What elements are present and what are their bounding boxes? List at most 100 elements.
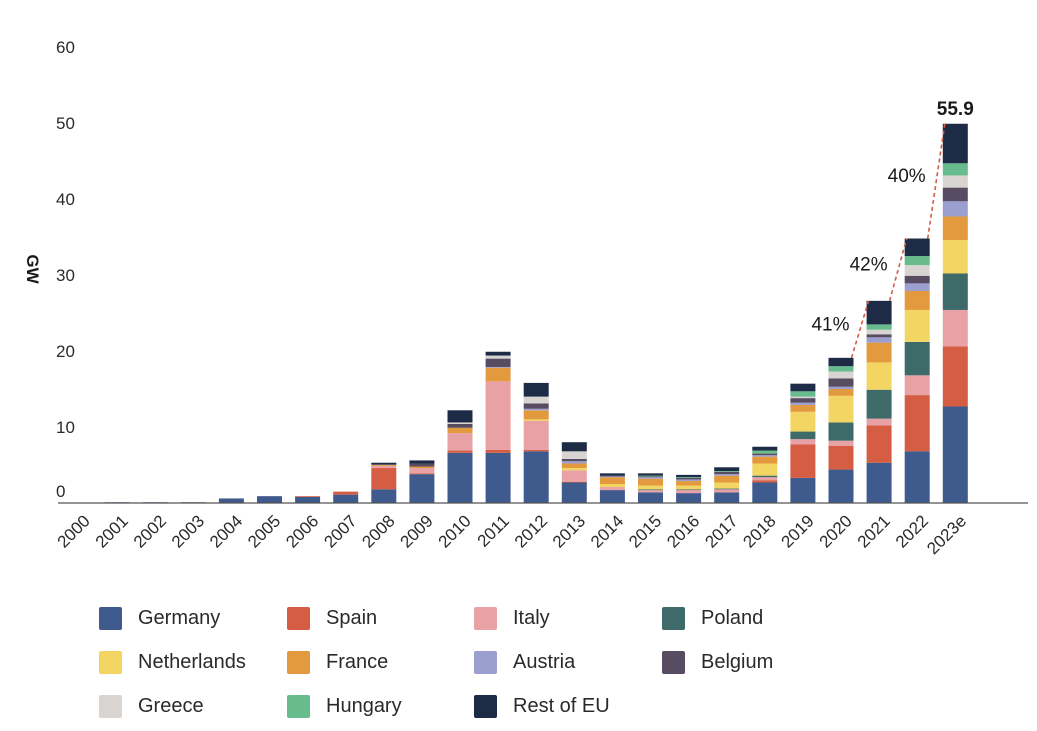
bar-segment-rest-of-eu-2020 [828, 357, 854, 367]
x-tick-label: 2007 [320, 511, 360, 551]
bars [104, 123, 968, 504]
x-tick-label: 2020 [816, 511, 856, 551]
bar-segment-belgium-2019 [790, 398, 816, 403]
bar-segment-spain-2010 [447, 450, 473, 453]
legend-item-netherlands: Netherlands [99, 647, 246, 677]
legend-item-rest-of-eu: Rest of EU [474, 691, 610, 721]
bar-segment-belgium-2014 [599, 475, 625, 477]
x-tick-label: 2004 [206, 511, 246, 551]
growth-rate-label: 41% [811, 314, 849, 335]
legend-label: Austria [513, 650, 576, 673]
bar-segment-italy-2011 [485, 381, 511, 450]
bar-segment-greece-2023e [942, 175, 968, 188]
bar-segment-italy-2022 [904, 375, 930, 396]
bar-segment-poland-2016 [676, 489, 702, 491]
bar-segment-germany-2016 [676, 493, 702, 503]
x-tick-label: 2017 [701, 511, 741, 551]
bar-segment-germany-2004 [218, 498, 244, 503]
bar-segment-france-2018 [752, 456, 778, 464]
bar-segment-germany-2022 [904, 451, 930, 503]
bar-segment-germany-2009 [409, 474, 435, 503]
bar-segment-italy-2010 [447, 433, 473, 451]
bar-segment-poland-2019 [790, 431, 816, 440]
x-tick-label: 2012 [511, 511, 551, 551]
bar-segment-belgium-2010 [447, 423, 473, 428]
bar-segment-rest-of-eu-2016 [676, 474, 702, 478]
bar-segment-italy-2019 [790, 439, 816, 445]
bar-segment-belgium-2008 [371, 464, 397, 466]
bar-segment-spain-2009 [409, 473, 435, 475]
legend-label: Spain [326, 606, 378, 629]
bar-segment-netherlands-2015 [638, 485, 663, 490]
x-axis-ticks: 2000200120022003200420052006200720082009… [54, 511, 970, 558]
bar-segment-austria-2014 [599, 476, 625, 478]
legend-swatch [474, 606, 497, 630]
bar-segment-austria-2013 [561, 461, 587, 464]
bar-segment-rest-of-eu-2021 [866, 300, 892, 325]
bar-segment-italy-2013 [561, 470, 587, 482]
bar-segment-germany-2006 [295, 496, 321, 503]
bar-segment-austria-2017 [714, 474, 740, 476]
bar-segment-belgium-2015 [638, 476, 663, 478]
bar-segment-greece-2022 [904, 265, 930, 276]
bar-segment-italy-2017 [714, 489, 740, 493]
x-tick-label: 2009 [397, 511, 437, 551]
bar-segment-france-2016 [676, 480, 702, 486]
bar-segment-poland-2018 [752, 475, 778, 478]
bar-segment-germany-2012 [523, 451, 549, 503]
x-tick-label: 2000 [54, 511, 94, 551]
bar-segment-spain-2008 [371, 468, 397, 490]
growth-connector [850, 300, 870, 359]
bar-segment-belgium-2011 [485, 358, 511, 367]
bar-segment-hungary-2022 [904, 256, 930, 266]
bar-segment-netherlands-2017 [714, 482, 740, 489]
x-tick-label: 2016 [663, 511, 703, 551]
bar-segment-spain-2018 [752, 480, 778, 483]
bar-segment-hungary-2017 [714, 471, 740, 472]
bar-segment-spain-2011 [485, 449, 511, 453]
bar-segment-netherlands-2012 [523, 419, 549, 421]
legend-item-greece: Greece [99, 691, 204, 721]
bar-segment-rest-of-eu-2018 [752, 446, 778, 451]
x-tick-label: 2003 [168, 511, 208, 551]
bar-segment-spain-2007 [333, 491, 359, 495]
bar-segment-hungary-2023e [942, 163, 968, 176]
growth-connector [888, 238, 908, 302]
legend-label: Belgium [701, 650, 774, 673]
legend-item-austria: Austria [474, 647, 575, 677]
bar-segment-france-2021 [866, 342, 892, 363]
bar-segment-austria-2019 [790, 402, 816, 405]
bar-segment-spain-2006 [295, 496, 321, 497]
bar-segment-germany-2020 [828, 469, 854, 503]
bar-segment-italy-2014 [599, 487, 625, 491]
bar-segment-netherlands-2014 [599, 484, 625, 488]
x-tick-label: 2011 [474, 511, 513, 550]
legend-label: Hungary [326, 694, 402, 717]
bar-segment-germany-2011 [485, 452, 511, 503]
bar-segment-austria-2018 [752, 455, 778, 457]
bar-segment-poland-2015 [638, 489, 663, 491]
bar-segment-netherlands-2016 [676, 485, 702, 490]
bar-segment-france-2023e [942, 216, 968, 241]
bar-segment-spain-2013 [561, 481, 587, 483]
legend-swatch [99, 606, 122, 630]
bar-segment-italy-2012 [523, 420, 549, 450]
bar-segment-germany-2014 [599, 490, 625, 503]
x-tick-label: 2018 [739, 511, 779, 551]
legend-label: Germany [138, 606, 221, 629]
growth-annotations: 41% 42% 40% 55.9 [811, 99, 974, 359]
bar-segment-germany-2019 [790, 477, 816, 503]
bar-segment-austria-2021 [866, 337, 892, 343]
bar-segment-italy-2021 [866, 418, 892, 426]
legend-swatch [287, 650, 310, 674]
bar-segment-spain-2012 [523, 449, 549, 452]
bar-segment-france-2017 [714, 475, 740, 483]
x-tick-label: 2008 [358, 511, 398, 551]
x-tick-label: 2005 [244, 511, 284, 551]
bar-segment-belgium-2020 [828, 378, 854, 387]
bar-segment-spain-2021 [866, 425, 892, 463]
bar-segment-france-2014 [599, 477, 625, 484]
bar-segment-netherlands-2013 [561, 468, 587, 471]
bar-segment-rest-of-eu-2017 [714, 467, 740, 472]
